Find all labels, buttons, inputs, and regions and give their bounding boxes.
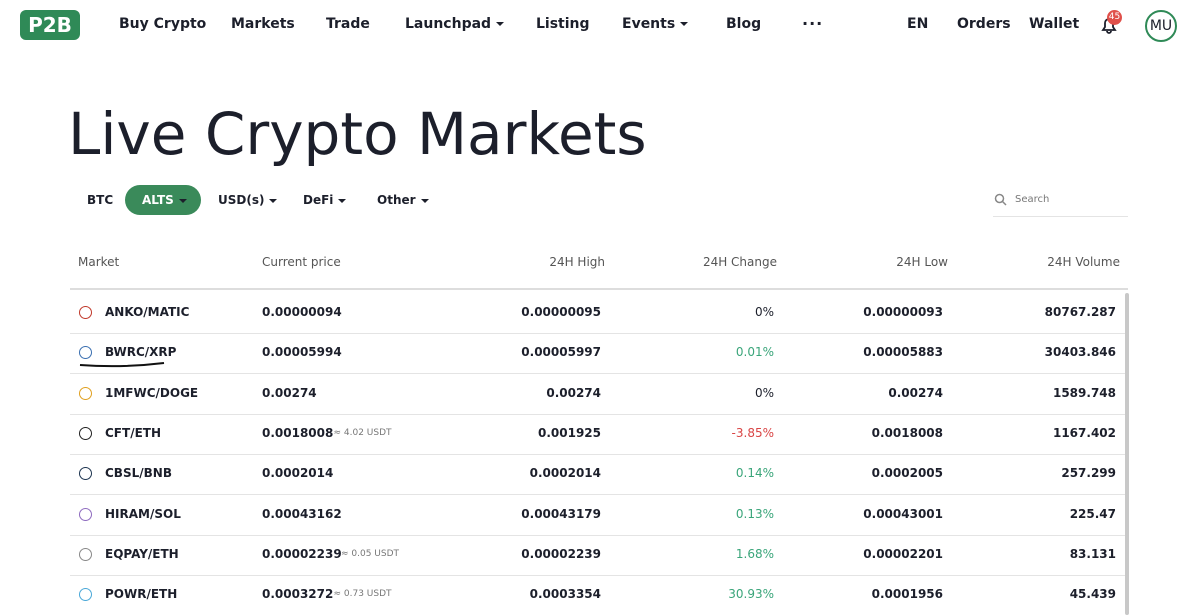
notification-badge: 45 [1107,10,1122,25]
wallet-link[interactable]: Wallet [1029,16,1080,32]
high-price: 0.00005997 [521,345,601,360]
column-header[interactable]: 24H Low [896,255,948,269]
high-price: 0.00000095 [521,305,601,319]
change-percent: 1.68% [735,546,774,561]
more-menu[interactable]: ··· [802,14,824,33]
volume: 30403.846 [1044,345,1116,360]
row-divider [70,413,1128,415]
coin-icon [79,426,92,440]
avatar[interactable]: MU [1145,10,1177,42]
filter-tab[interactable]: USD(s) [218,193,277,207]
column-header[interactable]: 24H High [549,255,605,269]
high-price: 0.001925 [537,425,601,440]
column-header[interactable]: Current price [262,255,341,269]
change-percent: 0.14% [735,466,774,481]
coin-icon [79,507,92,521]
volume: 80767.287 [1044,305,1116,319]
high-price: 0.00002239 [521,546,601,561]
low-price: 0.00274 [888,385,943,400]
volume: 1167.402 [1052,425,1116,440]
nav-link[interactable]: Buy Crypto [119,16,207,32]
page-title: Live Crypto Markets [68,100,647,168]
header-divider [70,288,1128,290]
language[interactable]: EN [907,16,929,32]
current-price: 0.0003272 [262,587,334,602]
row-divider [70,373,1128,375]
market-name[interactable]: ANKO/MATIC [105,305,190,319]
price-usdt-approx: ≈ 0.05 USDT [341,548,400,559]
coin-icon [79,467,92,481]
change-percent: 0% [754,385,774,400]
low-price: 0.0001956 [871,587,943,602]
volume: 257.299 [1061,466,1116,481]
nav-link[interactable]: Markets [231,16,295,32]
nav-link[interactable]: Blog [726,16,762,32]
search-underline [993,216,1128,217]
search-input[interactable]: Search [1015,194,1050,205]
change-percent: -3.85% [731,425,774,440]
market-name[interactable]: EQPAY/ETH [105,546,179,561]
current-price: 0.00005994 [262,345,342,360]
nav-link[interactable]: Trade [326,16,370,32]
scrollbar [1125,293,1129,615]
change-percent: 0% [754,305,774,319]
volume: 1589.748 [1052,385,1116,400]
coin-icon [79,386,92,400]
coin-icon [79,588,92,602]
high-price: 0.00043179 [521,506,601,521]
current-price: 0.0018008 [262,425,334,440]
row-divider [70,494,1128,496]
nav-link[interactable]: Launchpad [405,16,504,32]
change-percent: 0.13% [735,506,774,521]
volume: 225.47 [1069,506,1116,521]
volume: 45.439 [1069,587,1116,602]
price-usdt-approx: ≈ 4.02 USDT [333,427,392,438]
high-price: 0.0002014 [529,466,601,481]
row-divider [70,333,1128,334]
change-percent: 30.93% [728,587,774,602]
row-divider [70,534,1128,536]
price-usdt-approx: ≈ 0.73 USDT [333,589,392,600]
column-header[interactable]: Market [78,255,120,269]
low-price: 0.0002005 [871,466,943,481]
orders-link[interactable]: Orders [957,16,1011,32]
column-header[interactable]: 24H Volume [1047,255,1120,269]
market-name[interactable]: BWRC/XRP [105,345,177,360]
underline-annotation [79,362,165,368]
search-icon [994,193,1007,206]
nav-link[interactable]: Events [622,16,688,32]
market-name[interactable]: POWR/ETH [105,587,178,602]
low-price: 0.00002201 [863,546,943,561]
low-price: 0.0018008 [871,425,943,440]
filter-tab[interactable]: DeFi [303,193,346,207]
current-price: 0.00000094 [262,305,342,319]
volume: 83.131 [1069,546,1116,561]
row-divider [70,453,1128,455]
current-price: 0.0002014 [262,466,334,481]
filter-tab[interactable]: ALTS [142,193,187,207]
column-header[interactable]: 24H Change [702,255,777,269]
coin-icon [79,306,92,319]
logo[interactable]: P2B [20,10,80,40]
low-price: 0.00043001 [863,506,943,521]
current-price: 0.00043162 [262,506,342,521]
market-name[interactable]: 1MFWC/DOGE [105,385,199,400]
filter-tab[interactable]: Other [377,193,429,207]
row-divider [70,574,1128,576]
high-price: 0.00274 [546,385,601,400]
market-name[interactable]: CBSL/BNB [105,466,172,481]
filter-tab[interactable]: BTC [87,193,114,207]
change-percent: 0.01% [735,345,774,360]
coin-icon [79,547,92,561]
coin-icon [79,346,92,360]
low-price: 0.00005883 [863,345,943,360]
market-name[interactable]: CFT/ETH [105,425,161,440]
current-price: 0.00002239 [262,546,342,561]
low-price: 0.00000093 [863,305,943,319]
nav-link[interactable]: Listing [536,16,590,32]
high-price: 0.0003354 [529,587,601,602]
current-price: 0.00274 [262,385,317,400]
market-name[interactable]: HIRAM/SOL [105,506,181,521]
